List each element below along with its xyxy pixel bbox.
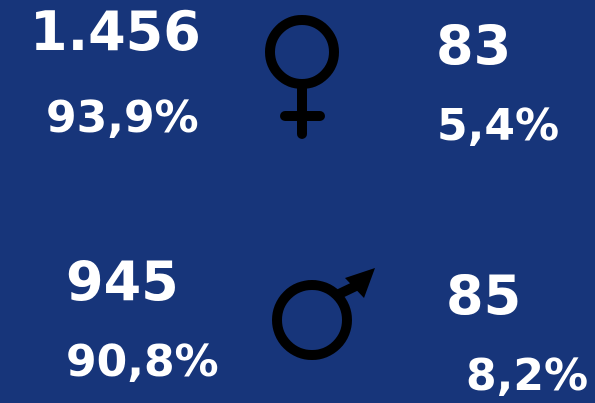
female-count-right: 83	[436, 14, 512, 77]
male-pct-left: 90,8%	[66, 336, 219, 387]
male-count-right: 85	[446, 264, 522, 327]
female-count-left: 1.456	[30, 0, 201, 63]
male-symbol	[272, 279, 363, 360]
female-symbol	[265, 15, 339, 139]
male-pct-right: 8,2%	[466, 350, 589, 401]
male-count-left: 945	[66, 250, 179, 313]
female-pct-right: 5,4%	[437, 100, 560, 151]
female-pct-left: 93,9%	[46, 92, 199, 143]
male-arrow-head	[345, 268, 375, 298]
